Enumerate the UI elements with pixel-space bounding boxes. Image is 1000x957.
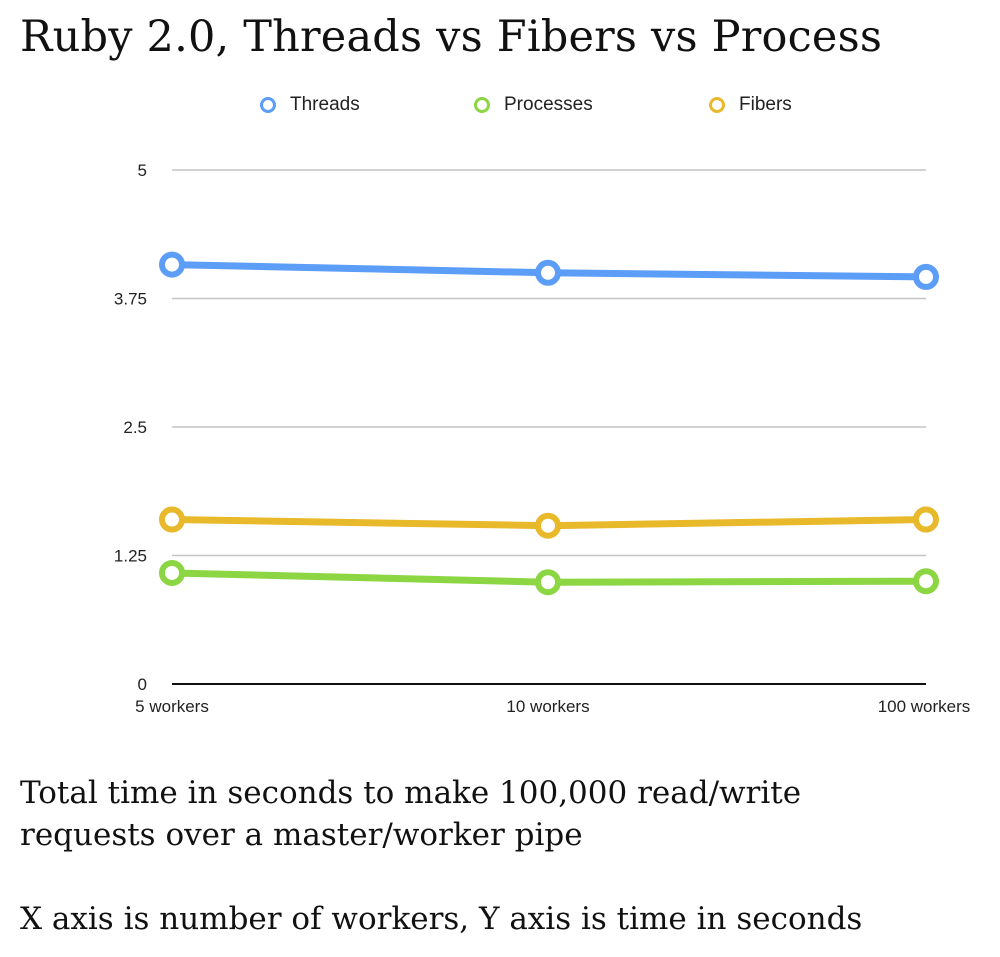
slide-title: Ruby 2.0, Threads vs Fibers vs Process xyxy=(20,12,883,62)
legend-label-fibers: Fibers xyxy=(739,94,792,115)
y-tick-label: 0 xyxy=(138,675,147,694)
x-tick-label: 10 workers xyxy=(506,697,589,716)
data-point-fibers xyxy=(159,506,185,533)
legend-marker-processes xyxy=(474,97,490,113)
y-tick-label: 5 xyxy=(138,161,147,180)
legend-item-fibers: Fibers xyxy=(709,94,792,116)
y-tick-label: 1.25 xyxy=(114,547,147,566)
chart-series xyxy=(159,251,939,596)
caption-line-1: Total time in seconds to make 100,000 re… xyxy=(20,775,802,811)
legend-label-processes: Processes xyxy=(504,94,593,115)
data-point-fibers xyxy=(913,506,939,533)
data-point-processes xyxy=(913,568,939,595)
chart-legend: Threads Processes Fibers xyxy=(0,92,1000,120)
y-tick-label: 2.5 xyxy=(123,418,147,437)
legend-marker-fibers xyxy=(709,97,725,113)
legend-marker-threads xyxy=(260,97,276,113)
line-chart: 0 1.25 2.5 3.75 5 5 workers 10 workers 100 wor… xyxy=(114,161,970,716)
x-axis-ticks: 5 workers 10 workers 100 workers xyxy=(135,697,970,716)
legend-item-processes: Processes xyxy=(474,94,593,116)
x-tick-label: 100 workers xyxy=(878,697,971,716)
data-point-threads xyxy=(159,251,185,278)
data-point-threads xyxy=(535,259,561,286)
chart-grid xyxy=(172,169,926,685)
data-point-processes xyxy=(159,559,185,586)
data-point-fibers xyxy=(535,512,561,539)
legend-item-threads: Threads xyxy=(260,94,360,116)
data-point-threads xyxy=(913,263,939,290)
y-tick-label: 3.75 xyxy=(114,290,147,309)
caption-line-2: requests over a master/worker pipe xyxy=(20,817,583,853)
caption-line-3: X axis is number of workers, Y axis is t… xyxy=(20,901,863,937)
data-point-processes xyxy=(535,569,561,596)
legend-label-threads: Threads xyxy=(290,94,360,115)
y-axis-ticks: 0 1.25 2.5 3.75 5 xyxy=(114,161,147,694)
x-tick-label: 5 workers xyxy=(135,697,209,716)
